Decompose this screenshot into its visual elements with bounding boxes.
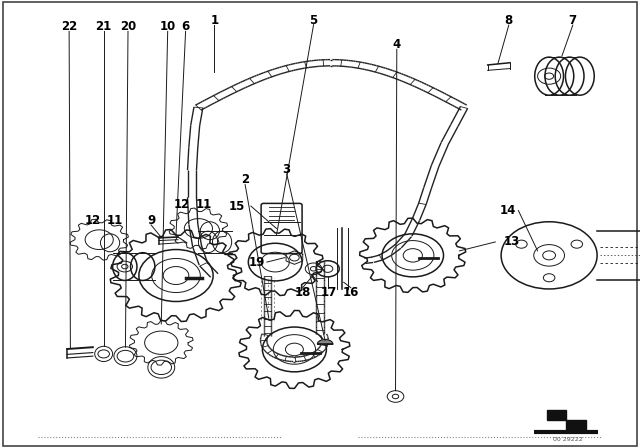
Text: 6: 6 — [182, 20, 189, 34]
Text: 7: 7 — [569, 13, 577, 27]
Text: 9: 9 — [147, 214, 155, 227]
Text: 12: 12 — [84, 214, 101, 227]
Text: 1: 1 — [211, 13, 218, 27]
Text: 16: 16 — [342, 285, 359, 299]
Text: 11: 11 — [107, 214, 124, 227]
Text: 11: 11 — [195, 198, 212, 211]
Text: 4: 4 — [393, 38, 401, 52]
Text: 17: 17 — [320, 285, 337, 299]
Text: 22: 22 — [61, 20, 77, 34]
Text: 10: 10 — [159, 20, 176, 34]
Text: 13: 13 — [504, 235, 520, 249]
Text: 15: 15 — [228, 199, 245, 213]
Text: 8: 8 — [505, 13, 513, 27]
Text: 20: 20 — [120, 20, 136, 34]
Text: 18: 18 — [294, 285, 311, 299]
Text: 5: 5 — [310, 13, 317, 27]
Text: 12: 12 — [173, 198, 190, 211]
Polygon shape — [317, 340, 333, 344]
Text: 14: 14 — [499, 204, 516, 217]
Text: 21: 21 — [95, 20, 112, 34]
Text: 3: 3 — [283, 163, 291, 176]
Text: 00 29222: 00 29222 — [553, 436, 582, 442]
Text: 2: 2 — [241, 172, 249, 186]
Text: 19: 19 — [249, 255, 266, 269]
